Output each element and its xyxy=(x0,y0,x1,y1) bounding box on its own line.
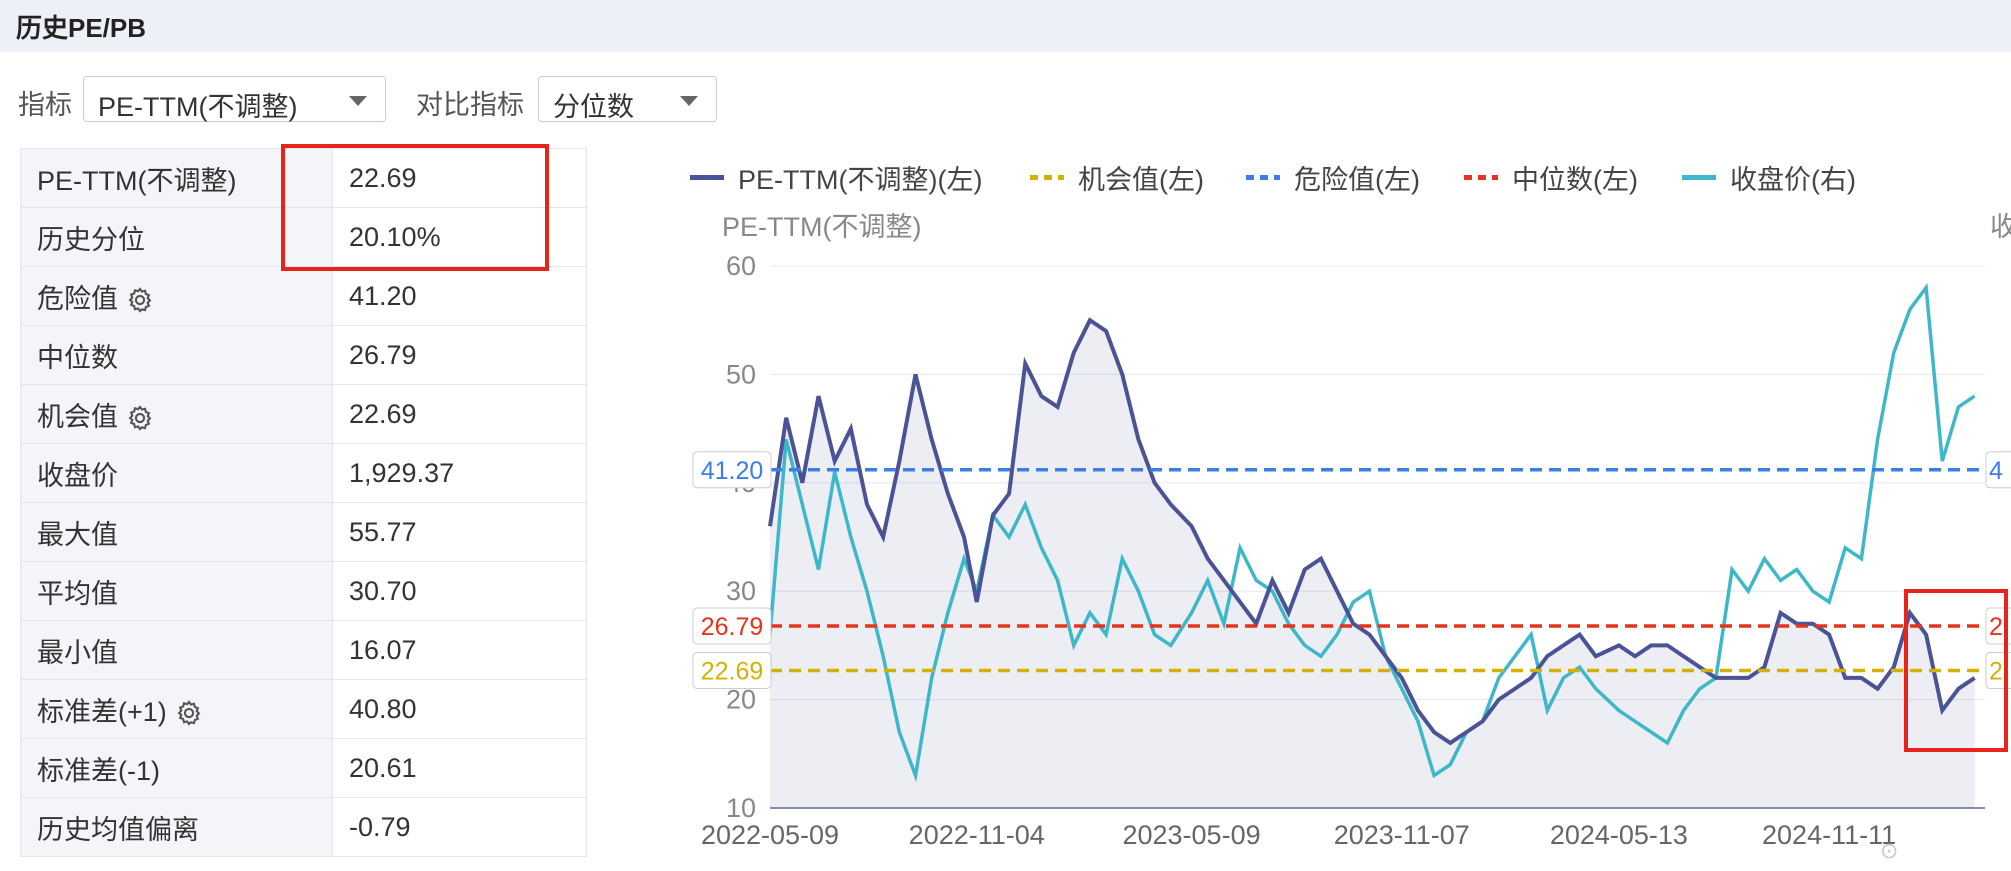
ref-label-box xyxy=(692,607,772,645)
x-tick-label: 2023-05-09 xyxy=(1122,820,1260,850)
stats-key-label: 平均值 xyxy=(37,578,118,609)
stats-row: 收盘价 1,929.37 xyxy=(20,443,587,503)
legend-label: 机会值(左) xyxy=(1078,165,1204,195)
stats-row: 最大值 55.77 xyxy=(20,502,587,562)
highlight-box-chart xyxy=(1904,589,2008,752)
indicator-select[interactable]: PE-TTM(不调整) xyxy=(83,76,386,122)
stats-key-label: PE-TTM(不调整) xyxy=(37,165,237,196)
x-tick-label: 2022-11-04 xyxy=(909,820,1045,850)
legend-swatch xyxy=(690,175,724,180)
stats-key-label: 标准差(+1) xyxy=(37,696,167,727)
stats-key: 最大值 xyxy=(20,502,333,562)
stats-row: 最小值 16.07 xyxy=(20,620,587,680)
stats-key: 历史均值偏离 xyxy=(20,797,333,857)
stats-value: 40.80 xyxy=(332,679,587,739)
stats-key-label: 历史分位 xyxy=(37,224,145,255)
y-tick-label: 60 xyxy=(726,251,756,281)
stats-value: 22.69 xyxy=(332,148,587,208)
stats-key: 收盘价 xyxy=(20,443,333,503)
indicator-select-value: PE-TTM(不调整) xyxy=(98,92,298,122)
stats-row: 机会值 22.69 xyxy=(20,384,587,444)
stats-row: 历史均值偏离 -0.79 xyxy=(20,797,587,857)
stats-key: 最小值 xyxy=(20,620,333,680)
section-title: 历史PE/PB xyxy=(16,13,147,43)
stats-value: -0.79 xyxy=(332,797,587,857)
stats-value: 20.10% xyxy=(332,207,587,267)
ref-label: 22.69 xyxy=(701,657,764,685)
stats-key-label: 收盘价 xyxy=(37,460,118,491)
x-tick-label: 2022-05-09 xyxy=(701,820,839,850)
stats-value: 55.77 xyxy=(332,502,587,562)
stats-row: PE-TTM(不调整) 22.69 xyxy=(20,148,587,208)
stats-key-label: 中位数 xyxy=(37,342,118,373)
ref-right-label: 4 xyxy=(1989,457,2003,485)
stats-key-label: 最小值 xyxy=(37,637,118,668)
stats-key-label: 标准差(-1) xyxy=(37,755,160,786)
stats-key: 平均值 xyxy=(20,561,333,621)
stats-key: 危险值 xyxy=(20,266,333,326)
pe-ttm-line xyxy=(768,317,1976,746)
stats-row: 中位数 26.79 xyxy=(20,325,587,385)
stats-row: 标准差(+1) 40.80 xyxy=(20,679,587,739)
ref-label: 41.20 xyxy=(701,457,764,485)
watermark-logo: ⊙ xyxy=(1880,838,1899,863)
ref-label-box xyxy=(692,451,772,489)
ref-right-label-box xyxy=(1985,451,2011,489)
chevron-down-icon xyxy=(680,96,698,106)
chevron-down-icon xyxy=(349,96,367,106)
close-price-line xyxy=(768,282,1976,783)
indicator-label: 指标 xyxy=(18,90,72,120)
legend-swatch xyxy=(1682,175,1716,180)
legend-label: 中位数(左) xyxy=(1512,165,1638,195)
stats-key: 机会值 xyxy=(20,384,333,444)
legend-swatch xyxy=(1030,175,1064,180)
stats-table: PE-TTM(不调整) 22.69 历史分位 20.10% 危险值 41.20 中位数 26.… xyxy=(20,148,587,857)
stats-value: 16.07 xyxy=(332,620,587,680)
gear-icon[interactable] xyxy=(126,404,154,432)
gear-icon[interactable] xyxy=(175,699,203,727)
stats-key: 标准差(+1) xyxy=(20,679,333,739)
right-axis-label: 收 xyxy=(1990,212,2011,242)
y-tick-label: 20 xyxy=(726,685,756,715)
y-tick-label: 30 xyxy=(726,576,756,606)
y-tick-label: 40 xyxy=(726,468,756,498)
y-axis-label: PE-TTM(不调整) xyxy=(722,212,921,242)
stats-value: 30.70 xyxy=(332,561,587,621)
stats-value: 26.79 xyxy=(332,325,587,385)
stats-key-label: 历史均值偏离 xyxy=(37,814,199,845)
compare-select-value: 分位数 xyxy=(553,92,634,122)
x-tick-label: 2023-11-07 xyxy=(1334,820,1470,850)
legend-swatch xyxy=(1246,175,1280,180)
stats-value: 1,929.37 xyxy=(332,443,587,503)
legend-label: 收盘价(右) xyxy=(1730,165,1856,195)
stats-value: 41.20 xyxy=(332,266,587,326)
pe-area xyxy=(770,320,1975,808)
legend-label: 危险值(左) xyxy=(1294,165,1420,195)
y-tick-label: 50 xyxy=(726,359,756,389)
stats-key-label: 危险值 xyxy=(37,283,118,314)
y-tick-label: 10 xyxy=(726,793,756,823)
ref-label: 26.79 xyxy=(701,613,764,641)
x-tick-label: 2024-11-11 xyxy=(1762,820,1896,850)
stats-key: 中位数 xyxy=(20,325,333,385)
x-tick-label: 2024-05-13 xyxy=(1550,820,1688,850)
stats-row: 标准差(-1) 20.61 xyxy=(20,738,587,798)
section-header: 历史PE/PB xyxy=(0,0,2011,52)
highlight-box-stats xyxy=(281,144,549,271)
legend-swatch xyxy=(1464,175,1498,180)
stats-key: 标准差(-1) xyxy=(20,738,333,798)
stats-key-label: 最大值 xyxy=(37,519,118,550)
legend-label: PE-TTM(不调整)(左) xyxy=(738,165,983,195)
gear-icon[interactable] xyxy=(126,286,154,314)
compare-select[interactable]: 分位数 xyxy=(538,76,717,122)
compare-label: 对比指标 xyxy=(416,90,524,120)
stats-value: 22.69 xyxy=(332,384,587,444)
stats-row: 平均值 30.70 xyxy=(20,561,587,621)
stats-row: 危险值 41.20 xyxy=(20,266,587,326)
ref-label-box xyxy=(692,651,772,689)
stats-key: PE-TTM(不调整) xyxy=(20,148,333,208)
stats-key-label: 机会值 xyxy=(37,401,118,432)
stats-value: 20.61 xyxy=(332,738,587,798)
